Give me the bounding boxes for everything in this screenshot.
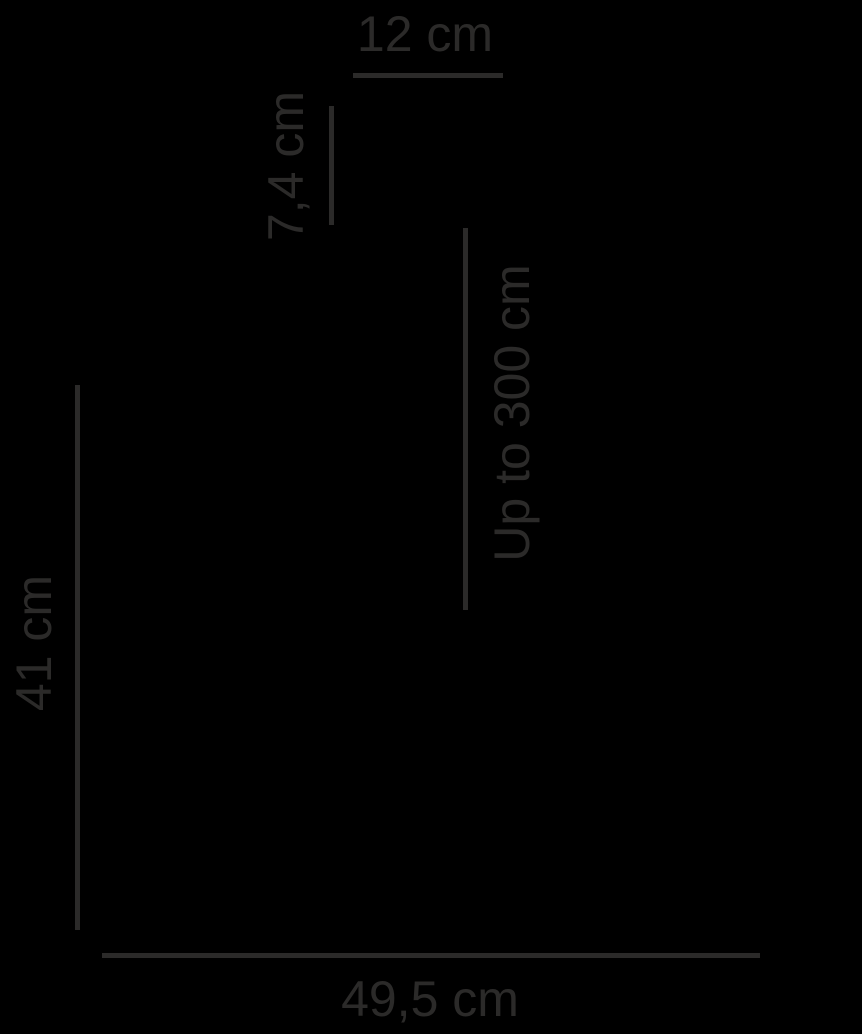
dimension-line-canopy-height (329, 106, 334, 225)
dimension-line-cord-length (463, 228, 468, 610)
dimension-line-shade-height (75, 385, 80, 930)
dimension-line-top-width (353, 73, 503, 78)
dimension-label-shade-height: 41 cm (6, 574, 62, 712)
dimension-label-bottom-width: 49,5 cm (341, 971, 519, 1027)
dimension-line-bottom-width (102, 953, 760, 958)
dimension-label-cord-length: Up to 300 cm (484, 264, 540, 562)
dimension-label-top-width: 12 cm (356, 6, 494, 62)
dimension-label-canopy-height: 7,4 cm (258, 90, 314, 242)
